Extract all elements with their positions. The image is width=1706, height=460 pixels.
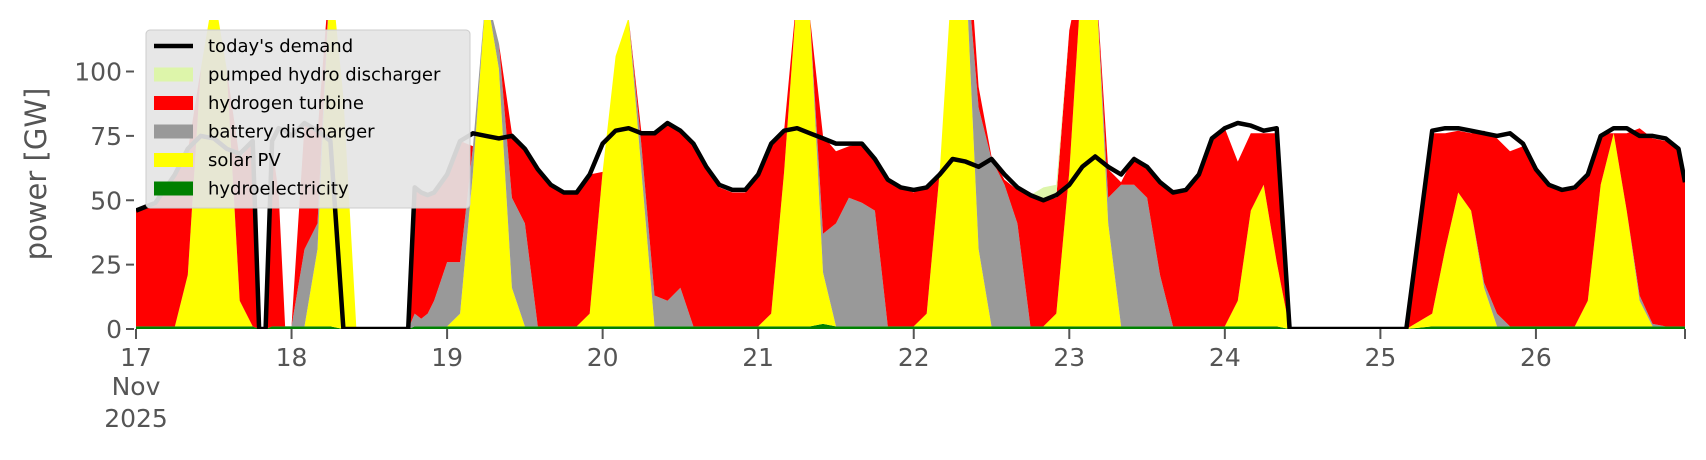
x-tick-label: 22 bbox=[898, 343, 930, 372]
legend-swatch bbox=[154, 67, 193, 82]
y-tick-label: 25 bbox=[90, 251, 122, 280]
x-tick-label: 18 bbox=[276, 343, 308, 372]
legend-label: battery discharger bbox=[208, 122, 375, 143]
x-tick-label: 24 bbox=[1209, 343, 1241, 372]
legend-swatch bbox=[154, 124, 193, 139]
legend-label: hydroelectricity bbox=[208, 179, 349, 200]
area-hydrogen bbox=[136, 20, 1685, 329]
legend: today's demand pumped hydro discharger hyd… bbox=[145, 29, 471, 209]
demand-line-layer bbox=[136, 120, 1685, 329]
y-tick-label: 50 bbox=[90, 186, 122, 215]
x-tick-label: 26 bbox=[1520, 343, 1552, 372]
y-tick-label: 100 bbox=[74, 58, 122, 87]
legend-swatch bbox=[154, 181, 193, 196]
legend-label: pumped hydro discharger bbox=[208, 65, 441, 86]
x-tick-label: 17 bbox=[120, 343, 152, 372]
legend-label: solar PV bbox=[208, 150, 281, 171]
legend-swatch bbox=[154, 96, 193, 110]
y-tick-label: 0 bbox=[106, 315, 122, 344]
legend-label: today's demand bbox=[208, 36, 353, 57]
legend-label: hydrogen turbine bbox=[208, 93, 364, 114]
area-hydro bbox=[136, 323, 1685, 329]
x-tick-label: 25 bbox=[1364, 343, 1396, 372]
x-tick-sublabel: Nov bbox=[112, 372, 161, 401]
demand-line bbox=[136, 120, 1685, 329]
x-tick-label: 19 bbox=[431, 343, 463, 372]
legend-box bbox=[145, 29, 471, 209]
area-battery bbox=[136, 20, 1685, 329]
x-tick-sublabel: 2025 bbox=[104, 404, 168, 433]
x-tick-label: 21 bbox=[742, 343, 774, 372]
x-tick-label: 23 bbox=[1053, 343, 1085, 372]
area-layers bbox=[136, 20, 1685, 329]
y-axis-title: power [GW] bbox=[19, 88, 53, 261]
axes: 0 25 50 75 100 17 18 19 20 21 22 23 24 25 26 Nov 2025 bbox=[74, 58, 1686, 433]
legend-swatch bbox=[154, 153, 193, 167]
x-tick-label: 20 bbox=[587, 343, 619, 372]
y-tick-label: 75 bbox=[90, 122, 122, 151]
